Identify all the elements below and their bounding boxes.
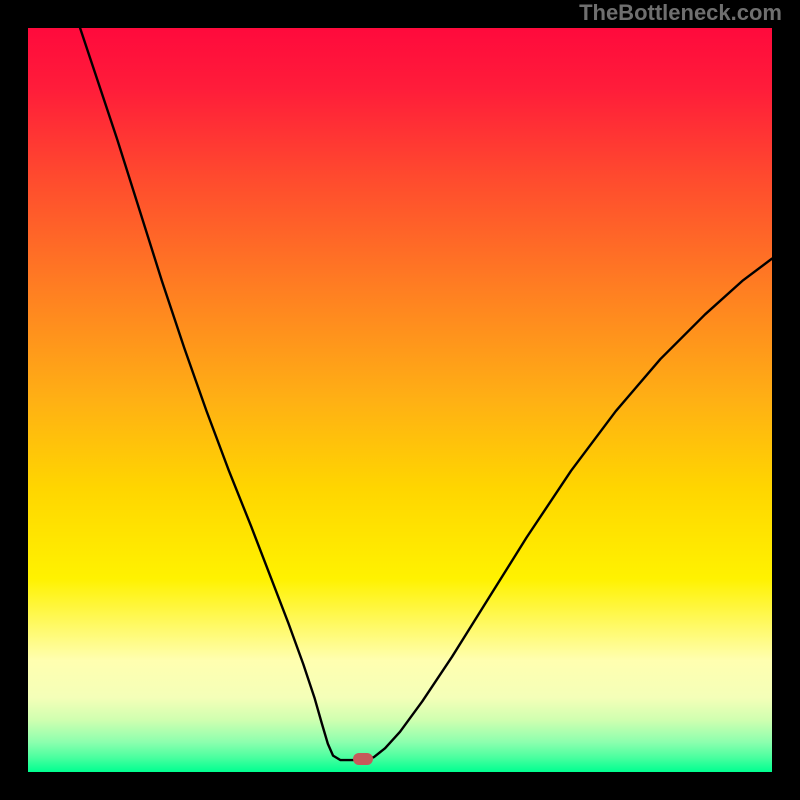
chart-canvas: TheBottleneck.com (0, 0, 800, 800)
optimal-marker (353, 753, 373, 765)
bottleneck-curve (28, 28, 772, 772)
watermark-text: TheBottleneck.com (579, 0, 782, 26)
curve-path (80, 28, 772, 760)
plot-area (28, 28, 772, 772)
